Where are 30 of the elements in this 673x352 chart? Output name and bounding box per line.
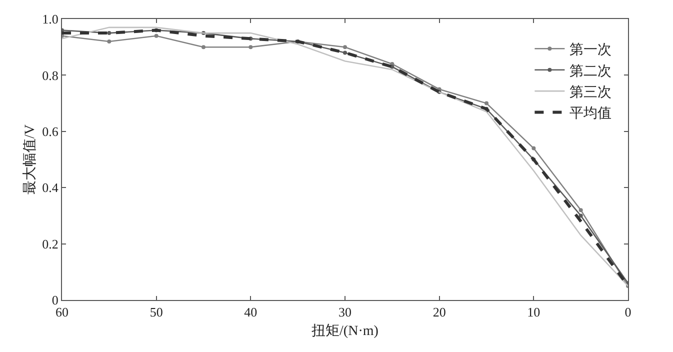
- x-tick-label: 20: [432, 304, 446, 320]
- x-tick-label: 30: [338, 304, 352, 320]
- point: [484, 101, 488, 106]
- y-axis-title: 最大幅值/V: [22, 124, 38, 194]
- point: [248, 45, 253, 50]
- x-tick-label: 50: [150, 304, 163, 320]
- point: [532, 146, 536, 150]
- x-tick-label: 40: [244, 304, 258, 320]
- legend-label: 第一次: [570, 42, 612, 58]
- point: [578, 208, 583, 212]
- point: [343, 50, 347, 55]
- x-tick-label: 10: [527, 304, 540, 320]
- point: [107, 39, 112, 44]
- legend-label: 第二次: [570, 63, 612, 80]
- legend-label: 平均值: [570, 106, 612, 122]
- y-tick-label: 1.0: [42, 12, 58, 27]
- point: [202, 45, 206, 50]
- point: [578, 214, 583, 218]
- point: [154, 34, 158, 38]
- y-tick-label: 0.6: [42, 124, 59, 139]
- point: [343, 45, 347, 50]
- x-tick-label: 60: [56, 304, 68, 320]
- x-axis-title: 扭矩/(N·m): [312, 322, 379, 339]
- y-tick-label: 0: [52, 292, 58, 308]
- y-tick-label: 0.4: [42, 180, 59, 196]
- point: [107, 31, 112, 36]
- legend-label: 第三次: [570, 84, 612, 101]
- x-tick-label: 0: [624, 304, 632, 320]
- y-tick-label: 0.2: [42, 236, 58, 252]
- y-tick-label: 0.8: [42, 68, 58, 83]
